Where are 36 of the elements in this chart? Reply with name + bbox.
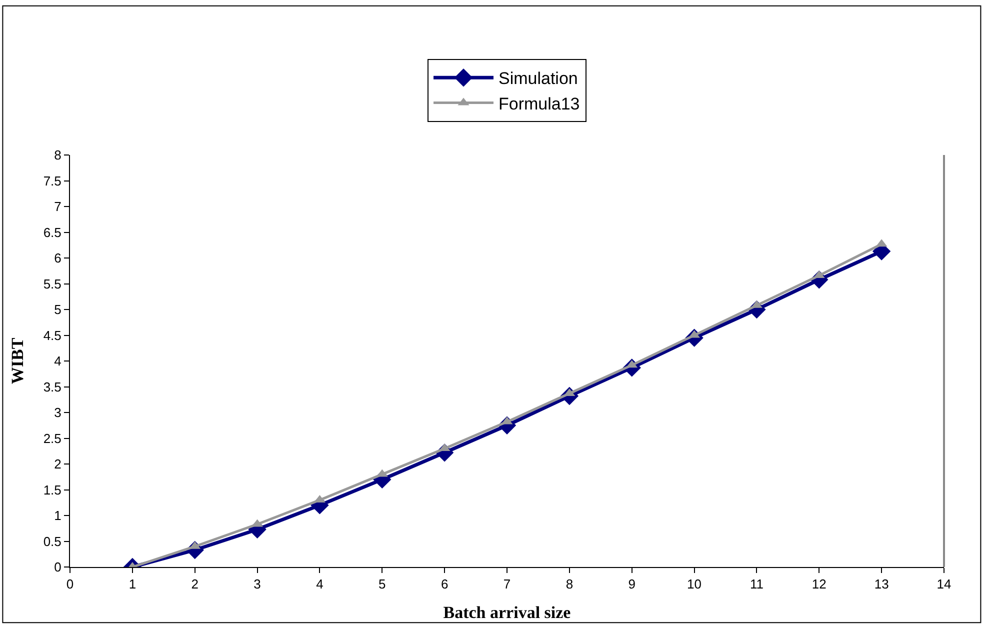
x-tick-label: 6 (440, 576, 448, 592)
x-tick-label: 12 (812, 576, 826, 592)
y-tick-label: 0 (54, 560, 62, 575)
x-tick-label: 4 (316, 576, 324, 592)
y-tick-label: 4.5 (43, 328, 62, 343)
x-tick-label: 0 (66, 576, 74, 592)
y-tick-label: 3 (54, 405, 62, 420)
y-tick-label: 1 (54, 508, 62, 524)
x-tick-label: 10 (687, 576, 702, 592)
x-tick-label: 1 (128, 576, 136, 592)
x-tick-label: 8 (566, 576, 574, 592)
y-tick-label: 6 (54, 250, 62, 266)
y-tick-label: 2.5 (43, 430, 62, 446)
y-tick-label: 1.5 (43, 482, 62, 498)
y-tick-label: 7.5 (43, 173, 62, 188)
x-tick-label: 14 (936, 576, 952, 592)
legend-label: Formula13 (498, 94, 580, 114)
y-tick-label: 8 (54, 148, 62, 163)
x-tick-label: 13 (874, 576, 889, 592)
y-tick-label: 2 (54, 456, 62, 472)
y-tick-label: 3.5 (43, 379, 62, 394)
x-tick-label: 11 (750, 576, 764, 592)
y-tick-label: 0.5 (43, 534, 62, 549)
y-tick-label: 5.5 (43, 276, 62, 292)
x-tick-label: 7 (503, 576, 511, 592)
x-tick-label: 2 (191, 576, 198, 592)
x-axis-title: Batch arrival size (443, 603, 572, 622)
y-tick-label: 6.5 (43, 224, 62, 240)
y-axis-title: WIBT (8, 337, 27, 384)
y-tick-label: 4 (54, 354, 62, 369)
x-tick-label: 9 (628, 576, 636, 592)
y-tick-label: 5 (54, 302, 62, 318)
legend-label: Simulation (498, 69, 578, 88)
x-tick-label: 5 (378, 576, 386, 592)
y-tick-label: 7 (54, 199, 62, 214)
x-tick-label: 3 (254, 576, 261, 592)
